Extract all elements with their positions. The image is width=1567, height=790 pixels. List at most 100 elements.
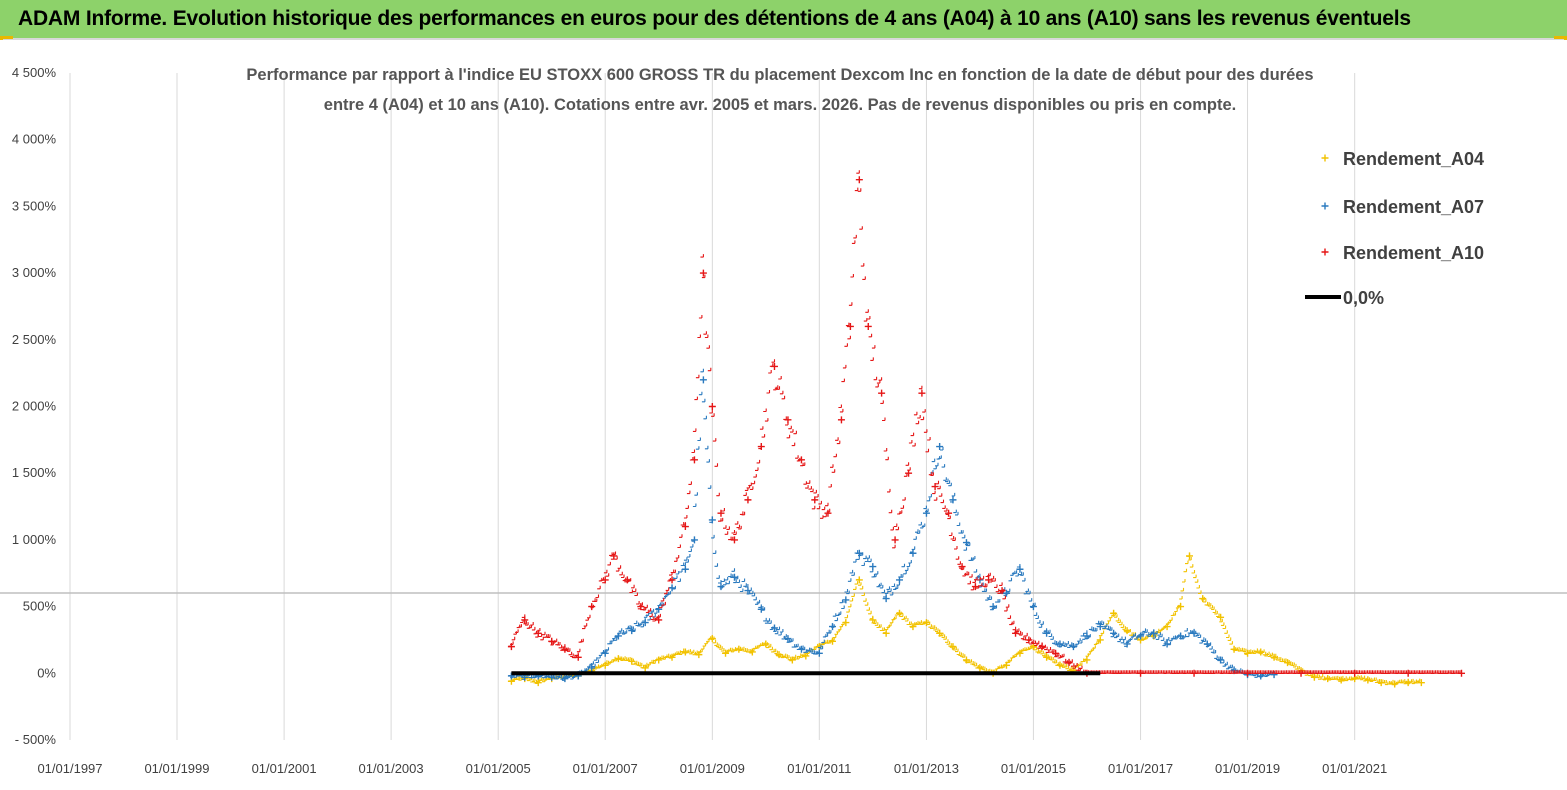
data-point [628, 627, 636, 635]
data-point [1096, 636, 1104, 644]
data-point [864, 322, 872, 330]
data-point [757, 605, 765, 613]
data-point [655, 616, 663, 624]
data-point [1002, 661, 1010, 669]
data-point [708, 516, 716, 524]
data-point [1391, 680, 1399, 688]
x-tick-label: 01/01/2017 [1108, 761, 1173, 776]
report-title-banner: ADAM Informe. Evolution historique des p… [0, 0, 1567, 40]
data-point [1083, 656, 1091, 664]
x-tick-label: 01/01/2001 [252, 761, 317, 776]
series-rendement-a04 [507, 552, 1425, 688]
data-point [601, 661, 609, 669]
data-point [1029, 643, 1037, 651]
data-point [655, 656, 663, 664]
data-point [909, 549, 917, 557]
data-point [614, 632, 622, 640]
y-tick-label: 2 000% [12, 399, 57, 414]
data-point [655, 605, 663, 613]
data-point [842, 619, 850, 627]
data-point [1270, 671, 1278, 679]
chart-title-line-2: entre 4 (A04) et 10 ans (A10). Cotations… [324, 96, 1236, 114]
y-axis: - 500% 0% 500% 1 000% 1 500% 2 000% 2 500% 3 00… [12, 65, 57, 747]
data-point [869, 616, 877, 624]
legend-item: 0,0% [1305, 288, 1384, 308]
data-point [668, 576, 676, 584]
data-point [1052, 649, 1060, 657]
report-title: ADAM Informe. Evolution historique des p… [18, 7, 1411, 30]
x-tick-label: 01/01/2019 [1215, 761, 1280, 776]
data-point [918, 389, 926, 397]
data-point [1002, 589, 1010, 597]
data-point [681, 565, 689, 573]
data-point [623, 576, 631, 584]
data-point [1190, 629, 1198, 637]
data-point [628, 657, 636, 665]
data-point [1257, 648, 1265, 656]
data-point [762, 640, 770, 648]
data-point [668, 653, 676, 661]
data-point [757, 443, 765, 451]
y-tick-label: 2 500% [12, 332, 57, 347]
data-point [829, 637, 837, 645]
x-tick-label: 01/01/2003 [359, 761, 424, 776]
data-point [1270, 653, 1278, 661]
data-point [744, 496, 752, 504]
data-point [931, 483, 939, 491]
data-point [797, 645, 805, 653]
data-point [668, 584, 676, 592]
data-point [1025, 636, 1033, 644]
data-point [1244, 669, 1252, 677]
legend-item: Rendement_A10 [1321, 243, 1484, 263]
data-point [681, 523, 689, 531]
data-point [641, 664, 649, 672]
data-point [681, 648, 689, 656]
legend-plus-marker [1321, 248, 1329, 256]
y-tick-label: 4 000% [12, 132, 57, 147]
data-point [1404, 669, 1412, 677]
x-tick-label: 01/01/2015 [1001, 761, 1066, 776]
data-point [601, 649, 609, 657]
y-tick-label: - 500% [15, 732, 57, 747]
data-point [641, 619, 649, 627]
data-point [829, 623, 837, 631]
legend-plus-marker [1321, 202, 1329, 210]
data-point [1110, 609, 1118, 617]
data-point [614, 655, 622, 663]
data-point [521, 616, 529, 624]
y-tick-label: 1 000% [12, 532, 57, 547]
data-point [878, 389, 886, 397]
data-point [744, 587, 752, 595]
data-point [815, 649, 823, 657]
data-point [610, 552, 618, 560]
data-point [1284, 659, 1292, 667]
data-point [962, 539, 970, 547]
x-tick-label: 01/01/2007 [573, 761, 638, 776]
data-point [699, 269, 707, 277]
legend-item: Rendement_A07 [1321, 197, 1484, 217]
data-point [1163, 623, 1171, 631]
data-point [708, 403, 716, 410]
data-point [601, 576, 609, 584]
data-point [1230, 645, 1238, 653]
data-point [1364, 676, 1372, 684]
data-point [824, 509, 832, 517]
data-point [1016, 565, 1024, 573]
data-point [708, 635, 716, 643]
data-point [922, 619, 930, 627]
y-tick-label: 1 500% [12, 465, 57, 480]
data-point [534, 679, 542, 687]
x-tick-label: 01/01/2011 [787, 761, 851, 776]
data-point [1056, 640, 1064, 648]
data-point [1137, 632, 1145, 640]
data-point [891, 536, 899, 544]
data-point [770, 362, 778, 370]
data-point [1177, 632, 1185, 640]
data-point [695, 651, 703, 659]
y-tick-label: 3 000% [12, 265, 57, 280]
data-point [1083, 632, 1091, 640]
data-point [855, 176, 863, 184]
y-tick-label: 500% [23, 599, 57, 614]
data-point [588, 664, 596, 672]
data-point [811, 496, 819, 504]
